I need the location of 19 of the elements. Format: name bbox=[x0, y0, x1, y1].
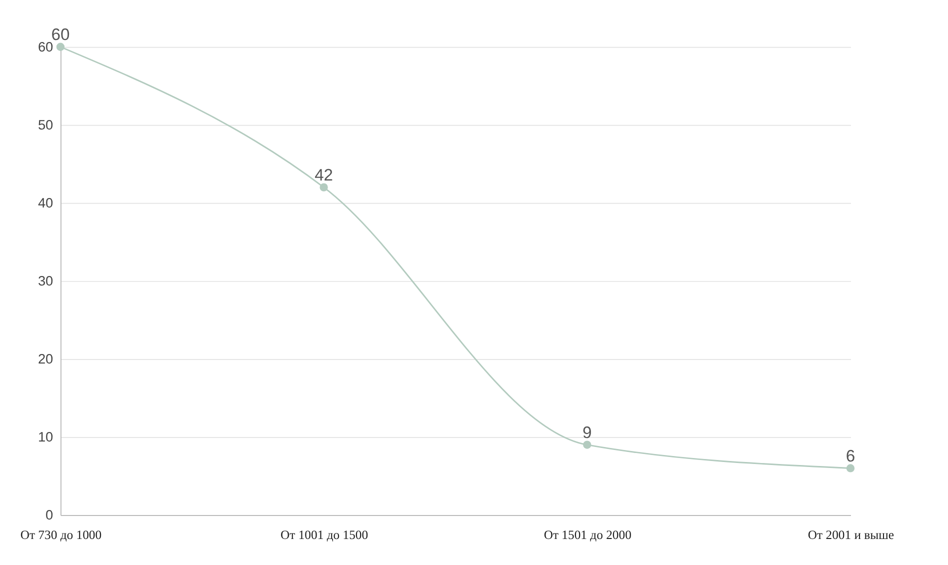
y-tick-label: 10 bbox=[38, 429, 54, 444]
x-tick-label: От 1001 до 1500 bbox=[280, 528, 368, 542]
point bbox=[583, 440, 592, 449]
x-tick-label: От 2001 и выше bbox=[808, 528, 894, 542]
x-tick-label: От 730 до 1000 bbox=[20, 528, 102, 542]
y-tick-label: 30 bbox=[38, 273, 54, 288]
y-tick-label: 60 bbox=[38, 39, 54, 54]
y-tick-label: 0 bbox=[46, 507, 54, 522]
data-label: 42 bbox=[314, 165, 334, 184]
data-label: 6 bbox=[846, 446, 856, 466]
x-tick-label: От 1501 до 2000 bbox=[544, 528, 632, 542]
point bbox=[846, 464, 855, 472]
data-label: 9 bbox=[582, 422, 592, 442]
y-tick-label: 20 bbox=[38, 351, 54, 366]
y-tick-label: 40 bbox=[38, 195, 54, 210]
y-tick-label: 50 bbox=[38, 117, 54, 132]
point bbox=[56, 42, 65, 51]
data-label: 60 bbox=[51, 25, 70, 44]
point bbox=[320, 183, 328, 192]
